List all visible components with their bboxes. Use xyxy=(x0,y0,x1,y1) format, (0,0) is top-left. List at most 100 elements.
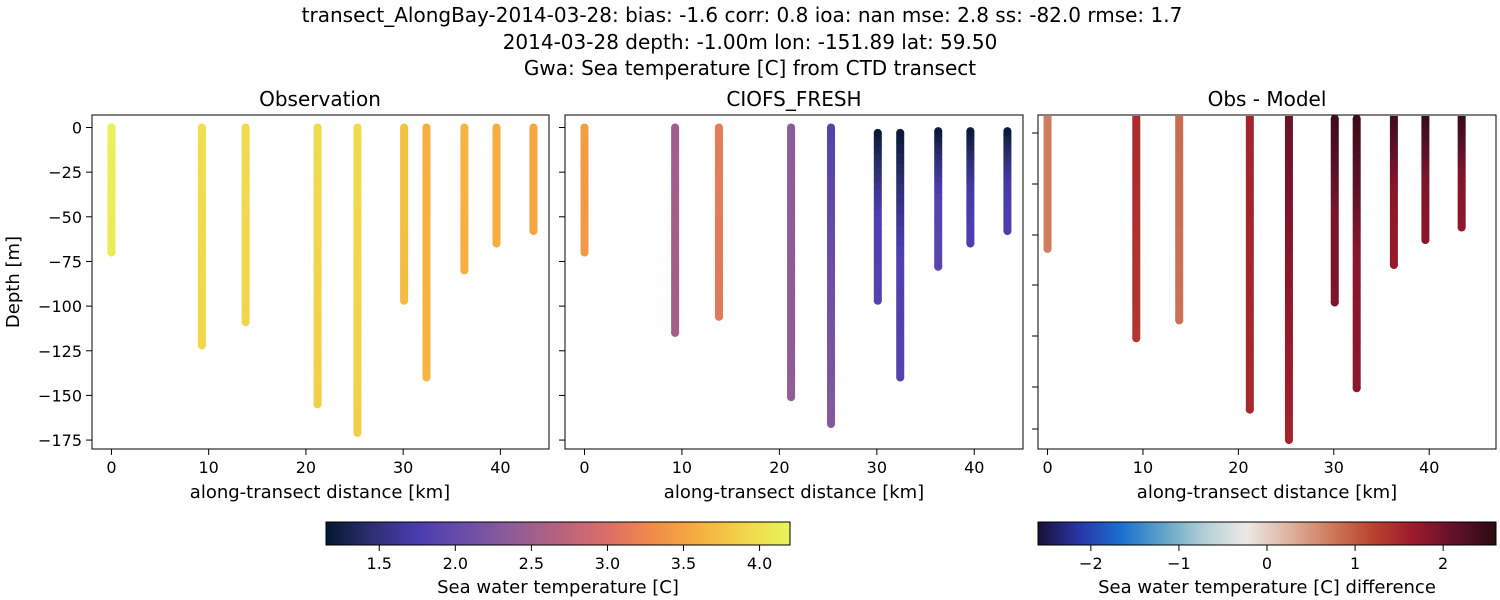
cast-bottom-cap xyxy=(966,239,975,248)
colorbar-difference: −2 −1 0 1 2 Sea water temperature [C] differ… xyxy=(1037,521,1497,598)
cast-top-cap xyxy=(1330,114,1339,123)
cast-8 xyxy=(966,127,975,248)
cast-1 xyxy=(671,123,680,337)
cast-4 xyxy=(827,123,836,428)
casts-model xyxy=(580,123,1012,428)
colorbar-tick-label: 1 xyxy=(1350,554,1360,573)
x-tick-label: 10 xyxy=(1133,458,1153,477)
y-tick-label: −175 xyxy=(38,431,82,450)
cast-2 xyxy=(241,123,250,327)
figure-title-line-1: transect_AlongBay-2014-03-28: bias: -1.6… xyxy=(302,3,1183,27)
cast-bottom-cap xyxy=(873,296,882,305)
plot-area-model xyxy=(564,114,1024,450)
cast-bottom-cap xyxy=(1043,244,1052,253)
cast-bottom-cap xyxy=(422,373,431,382)
x-axis-label-observation: along-transect distance [km] xyxy=(190,482,450,503)
cast-bottom-cap xyxy=(1175,316,1184,325)
cast-2 xyxy=(1175,116,1184,325)
cast-top-cap xyxy=(671,123,680,132)
cast-3 xyxy=(313,123,322,409)
cast-bottom-cap xyxy=(241,318,250,327)
figure-title-line-2: 2014-03-28 depth: -1.00m lon: -151.89 la… xyxy=(503,30,998,54)
cast-bottom-cap xyxy=(1245,405,1254,414)
cast-top-cap xyxy=(714,123,723,132)
colorbar-tick-label: 3.0 xyxy=(595,554,620,573)
cast-8 xyxy=(492,123,501,248)
cast-bottom-cap xyxy=(827,419,836,428)
y-tick-label: −50 xyxy=(48,208,82,227)
x-tick-label: 30 xyxy=(393,458,413,477)
cast-5 xyxy=(873,128,882,305)
colorbar-tick-label: −2 xyxy=(1079,554,1103,573)
cast-6 xyxy=(896,128,905,382)
cast-bottom-cap xyxy=(1352,384,1361,393)
x-tick-label: 40 xyxy=(1419,458,1439,477)
colorbar-tick-label: 1.5 xyxy=(367,554,392,573)
cast-top-cap xyxy=(1003,127,1012,136)
y-tick-label: 0 xyxy=(72,119,82,138)
y-axis-ticks-difference xyxy=(1032,132,1038,430)
cast-9 xyxy=(1003,127,1012,236)
x-tick-label: 20 xyxy=(769,458,789,477)
y-axis-ticks-observation: 0 −25 −50 −75 −100 −125 −150 −175 xyxy=(38,119,92,450)
cast-top-cap xyxy=(896,128,905,137)
x-tick-label: 0 xyxy=(579,458,589,477)
cast-bottom-cap xyxy=(934,262,943,271)
x-tick-label: 30 xyxy=(867,458,887,477)
cast-bottom-cap xyxy=(353,428,362,437)
x-tick-label: 30 xyxy=(1324,458,1344,477)
x-tick-label: 20 xyxy=(296,458,316,477)
cast-top-cap xyxy=(197,123,206,132)
cast-bottom-cap xyxy=(671,328,680,337)
colorbar-tick-label: 2 xyxy=(1438,554,1448,573)
y-axis-ticks-model xyxy=(559,127,565,441)
x-axis-ticks-difference: 0 10 20 30 40 xyxy=(1042,449,1439,477)
cast-bottom-cap xyxy=(714,312,723,321)
x-axis-ticks-observation: 0 10 20 30 40 xyxy=(106,449,511,477)
cast-bottom-cap xyxy=(1457,223,1466,232)
cast-7 xyxy=(460,123,469,275)
y-axis-label: Depth [m] xyxy=(3,236,24,328)
cast-bottom-cap xyxy=(313,400,322,409)
colorbar-tick-label: −1 xyxy=(1167,554,1191,573)
cast-top-cap xyxy=(787,123,796,132)
colorbar-tick-label: 3.5 xyxy=(671,554,696,573)
colorbar-temperature: 1.5 2.0 2.5 3.0 3.5 4.0 Sea water temperature… xyxy=(325,521,791,598)
cast-top-cap xyxy=(966,127,975,136)
cast-top-cap xyxy=(529,123,538,132)
cast-top-cap xyxy=(422,123,431,132)
cast-top-cap xyxy=(400,123,409,132)
colorbar-tick-label: 2.0 xyxy=(443,554,468,573)
plot-area-observation xyxy=(91,114,550,450)
panel-difference: Obs - Model 0 10 20 30 40 along-transect dis… xyxy=(1032,87,1497,503)
cast-1 xyxy=(197,123,206,350)
x-tick-label: 20 xyxy=(1228,458,1248,477)
colorbar-difference-bar xyxy=(1037,521,1497,546)
cast-bottom-cap xyxy=(492,239,501,248)
cast-8 xyxy=(1421,116,1430,245)
y-tick-label: −125 xyxy=(38,342,82,361)
colorbar-temperature-bar xyxy=(325,521,791,546)
x-axis-label-model: along-transect distance [km] xyxy=(664,482,924,503)
cast-top-cap xyxy=(241,123,250,132)
cast-0 xyxy=(580,123,589,257)
cast-top-cap xyxy=(460,123,469,132)
cast-top-cap xyxy=(934,127,943,136)
x-tick-label: 0 xyxy=(1042,458,1052,477)
cast-bottom-cap xyxy=(1284,436,1293,445)
y-tick-label: −75 xyxy=(48,252,82,271)
cast-5 xyxy=(1330,114,1339,307)
cast-top-cap xyxy=(580,123,589,132)
cast-bottom-cap xyxy=(460,266,469,275)
colorbar-difference-ticks: −2 −1 0 1 2 xyxy=(1079,545,1448,573)
cast-9 xyxy=(529,123,538,236)
cast-6 xyxy=(422,123,431,382)
cast-bottom-cap xyxy=(107,248,116,257)
panel-title-observation: Observation xyxy=(259,87,381,111)
cast-bottom-cap xyxy=(197,341,206,350)
cast-top-cap xyxy=(107,123,116,132)
plot-area-difference xyxy=(1037,114,1497,450)
panel-title-model: CIOFS_FRESH xyxy=(726,87,861,111)
cast-top-cap xyxy=(873,128,882,137)
